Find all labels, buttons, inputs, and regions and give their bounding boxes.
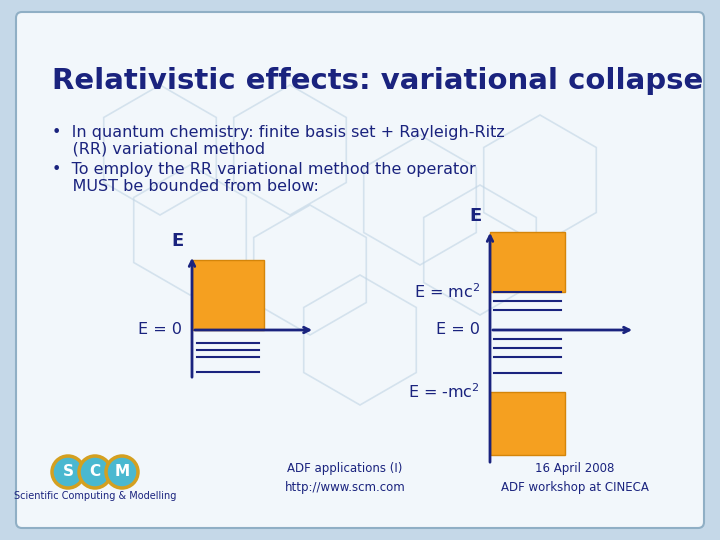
Text: Scientific Computing & Modelling: Scientific Computing & Modelling [14,491,176,501]
Text: 16 April 2008
ADF workshop at CINECA: 16 April 2008 ADF workshop at CINECA [501,462,649,494]
Text: M: M [114,464,130,480]
Circle shape [106,456,138,488]
Text: E = 0: E = 0 [436,322,480,338]
Text: E = mc$^2$: E = mc$^2$ [414,282,480,301]
Circle shape [52,456,84,488]
Text: ADF applications (I)
http://www.scm.com: ADF applications (I) http://www.scm.com [284,462,405,494]
Text: •  In quantum chemistry: finite basis set + Rayleigh-Ritz: • In quantum chemistry: finite basis set… [52,125,505,140]
Bar [490,232,565,292]
Text: C: C [89,464,101,480]
Text: E = 0: E = 0 [138,322,182,338]
Text: (RR) variational method: (RR) variational method [52,142,265,157]
Text: E: E [172,232,184,250]
Text: E: E [469,207,482,225]
Text: •  To employ the RR variational method the operator: • To employ the RR variational method th… [52,162,476,177]
Text: Relativistic effects: variational collapse: Relativistic effects: variational collap… [52,67,703,95]
Bar [490,392,565,455]
Text: S: S [63,464,73,480]
FancyBboxPatch shape [16,12,704,528]
Text: E = -mc$^2$: E = -mc$^2$ [408,383,480,401]
Bar [192,260,264,330]
Text: MUST be bounded from below:: MUST be bounded from below: [52,179,319,194]
Circle shape [79,456,111,488]
